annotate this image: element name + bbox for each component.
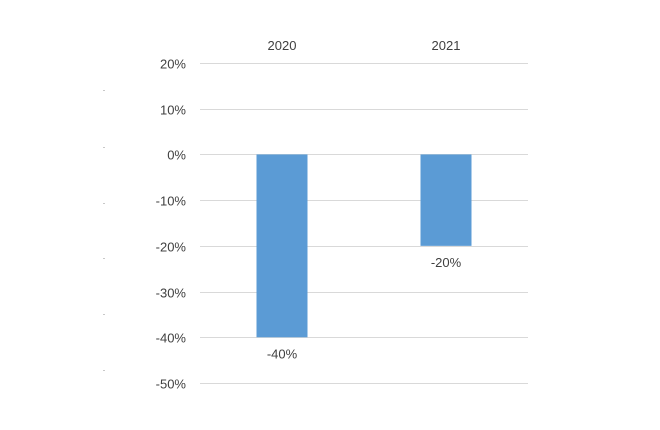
category-labels: 2020 2021 — [268, 38, 461, 53]
y-axis-tick-labels: 20% 10% 0% -10% -20% -30% -40% -50% — [156, 57, 187, 392]
data-labels: -40% -20% — [267, 255, 462, 361]
y-tick-label: 0% — [167, 148, 186, 163]
data-label: -40% — [267, 346, 298, 361]
margin-mark — [103, 370, 105, 371]
y-tick-label: -40% — [156, 331, 187, 346]
y-tick-label: -10% — [156, 194, 187, 209]
y-tick-label: -30% — [156, 286, 187, 301]
y-tick-label: 20% — [160, 57, 186, 72]
margin-mark — [103, 90, 105, 91]
margin-mark — [103, 314, 105, 315]
y-tick-label: -50% — [156, 377, 187, 392]
y-tick-label: 10% — [160, 103, 186, 118]
category-label: 2020 — [268, 38, 297, 53]
left-margin-marks — [103, 90, 105, 371]
gridlines — [200, 63, 528, 384]
bar-2020 — [256, 154, 308, 338]
bars — [256, 154, 472, 338]
bar-2021 — [420, 154, 472, 246]
margin-mark — [103, 147, 105, 148]
y-tick-label: -20% — [156, 240, 187, 255]
margin-mark — [103, 203, 105, 204]
data-label: -20% — [431, 255, 462, 270]
category-label: 2021 — [432, 38, 461, 53]
margin-mark — [103, 258, 105, 259]
